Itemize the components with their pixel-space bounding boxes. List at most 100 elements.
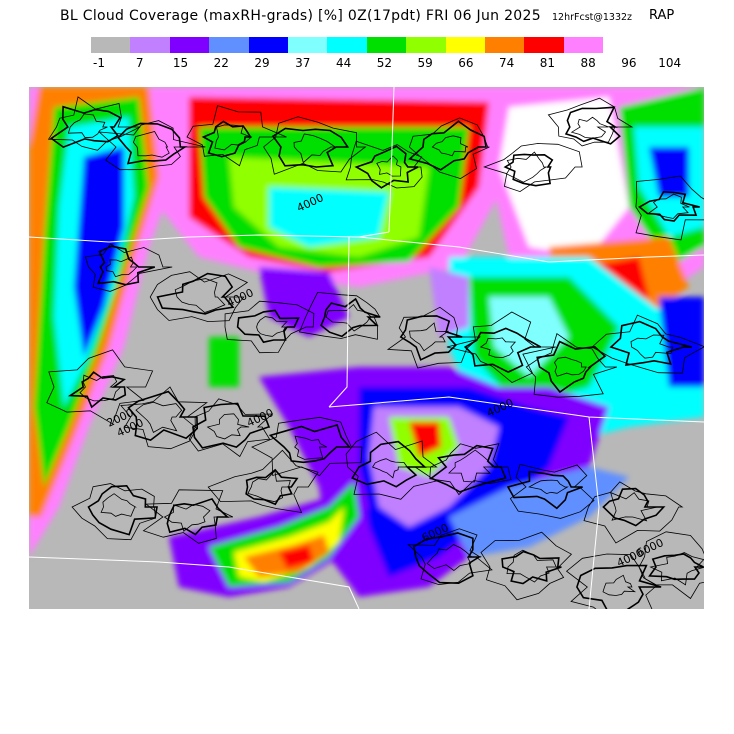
contour-line	[271, 127, 350, 168]
contour-line	[647, 193, 690, 219]
border-or-id	[328, 236, 350, 408]
contour-line	[426, 544, 473, 572]
coverage-red-central	[409, 422, 441, 457]
contour-line	[554, 356, 587, 377]
contour-line	[630, 334, 674, 359]
contour-line	[409, 322, 450, 352]
border-canada	[358, 236, 704, 263]
contour-line	[479, 337, 517, 358]
contour-line	[429, 444, 507, 493]
forecast-text: 12hrFcst@1332z	[552, 12, 633, 23]
contour-line	[49, 105, 122, 149]
contour-line	[503, 153, 554, 187]
legend-tick-label: 74	[498, 56, 515, 70]
contour-line	[429, 443, 512, 496]
contour-line	[609, 320, 692, 366]
contour-line	[67, 371, 127, 409]
contour-line	[564, 106, 621, 145]
contour-line	[201, 120, 252, 158]
contour-line	[407, 528, 493, 586]
border-mt-wy	[588, 416, 600, 609]
coverage-lightblue-southeast	[449, 467, 629, 557]
contour-line	[156, 272, 235, 315]
color-legend-bar	[91, 37, 604, 53]
border-or-ca	[29, 556, 360, 609]
legend-tick-label: 29	[254, 56, 270, 70]
contour-line	[635, 175, 704, 241]
contour-line	[47, 96, 141, 151]
contour-line	[188, 398, 274, 458]
contour-line	[100, 493, 137, 517]
elevation-contours	[46, 96, 704, 609]
contour-line	[431, 135, 469, 157]
coverage-cyan-north	[269, 187, 389, 247]
contour-line	[448, 449, 494, 483]
contour-line	[67, 113, 108, 139]
contour-line	[263, 116, 367, 175]
contour-line	[98, 120, 206, 171]
contour-line	[105, 256, 138, 278]
legend-tick-label: 96	[621, 56, 637, 70]
legend-swatch	[169, 37, 210, 53]
contour-line	[293, 133, 337, 164]
coverage-blue-northeast	[649, 147, 689, 197]
legend-swatch	[209, 37, 249, 53]
contour-line	[96, 245, 156, 286]
contour-line	[408, 120, 487, 171]
contour-line	[351, 440, 427, 488]
legend-swatch	[327, 37, 367, 53]
legend-tick-label: -1	[93, 56, 105, 70]
contour-line	[224, 300, 315, 354]
legend-tick-label: 104	[658, 56, 682, 70]
contour-line	[525, 333, 618, 398]
legend-tick-label: 88	[580, 56, 596, 70]
legend-tick-label: 52	[376, 56, 392, 70]
model-name: RAP	[649, 8, 675, 23]
contour-line	[638, 531, 704, 600]
contour-line	[214, 124, 253, 151]
contour-line	[354, 145, 419, 189]
contour-line	[638, 190, 700, 222]
contour-line	[320, 297, 381, 338]
contour-line	[166, 497, 230, 536]
contour-line	[294, 435, 327, 460]
contour-line	[408, 117, 490, 180]
contour-line	[71, 483, 157, 541]
contour-line	[206, 413, 250, 440]
coverage-green-spot-1	[209, 337, 239, 387]
contour-line	[236, 309, 300, 344]
contour-line	[509, 463, 595, 519]
contour-line	[256, 316, 288, 337]
contour-line	[46, 349, 154, 425]
contour-line	[602, 487, 666, 527]
border-id-mt	[328, 396, 704, 423]
legend-swatch	[287, 37, 328, 53]
contour-line	[127, 390, 199, 441]
contour-line	[251, 416, 363, 477]
border-wa-or	[29, 231, 390, 243]
coverage-purple-spot-1	[259, 267, 349, 337]
forecast-map: 4000 4000 4000 4000 4000 4000 6000 6000 2000	[29, 87, 704, 609]
legend-swatch	[91, 37, 131, 53]
contour-line	[132, 131, 170, 158]
legend-tick-label: 7	[135, 56, 144, 70]
contour-line	[192, 402, 271, 449]
contour-line	[506, 470, 583, 510]
contour-line	[298, 291, 381, 340]
contour-line	[547, 97, 634, 147]
legend-tick-label: 81	[539, 56, 556, 70]
contour-line	[446, 311, 556, 383]
legend-swatch	[445, 37, 485, 53]
legend-tick-label: 44	[335, 56, 352, 70]
title-text: BL Cloud Coverage (maxRH-grads) [%] 0Z(1…	[60, 8, 541, 24]
contour-line	[602, 574, 637, 596]
legend-tick-label: 22	[213, 56, 229, 70]
legend-swatch	[406, 37, 446, 53]
contour-line	[345, 431, 438, 500]
contour-line	[207, 449, 319, 514]
chart-title: BL Cloud Coverage (maxRH-grads) [%] 0Z(1…	[0, 8, 734, 30]
contour-line	[480, 531, 573, 601]
contour-line	[648, 553, 704, 581]
coverage-red-south	[279, 545, 314, 569]
